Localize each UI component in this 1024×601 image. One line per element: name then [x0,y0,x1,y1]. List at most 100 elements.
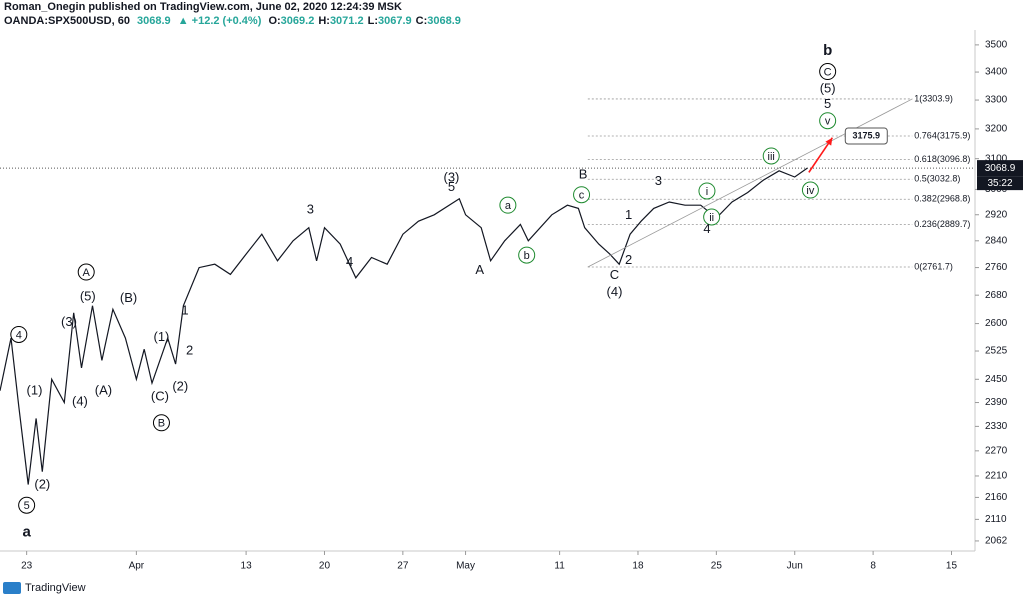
ohlc-value: 3071.2 [330,15,364,27]
wave-label: (5) [820,81,836,96]
y-tick-label: 2450 [985,374,1008,385]
y-tick-label: 2525 [985,346,1008,357]
wave-label: 1 [181,302,188,317]
wave-label: iii [768,151,775,163]
wave-label: 4 [346,254,353,269]
y-tick-label: 2840 [985,235,1008,246]
ohlc-value: 3067.9 [378,15,412,27]
wave-label: 5 [448,179,455,194]
wave-label: 3 [307,201,314,216]
wave-label: A [83,267,91,279]
wave-label: C [824,66,832,78]
y-tick-label: 3100 [985,153,1008,164]
wave-label: (3) [61,314,77,329]
wave-circle [499,196,517,214]
x-tick-label: 23 [21,561,33,572]
wave-label: ii [709,212,714,224]
symbol: OANDA:SPX500USD, 60 [4,15,130,27]
ohlc-label: L: [368,15,378,27]
wave-circle [573,186,591,204]
wave-label: (2) [172,379,188,394]
wave-label: a [505,200,512,212]
y-tick-label: 2760 [985,262,1008,273]
y-tick-label: 2920 [985,209,1008,220]
symbol-line: OANDA:SPX500USD, 60 3068.9 ▲ +12.2 (+0.4… [4,15,461,27]
ohlc-value: 3069.2 [281,15,315,27]
last-price-tag [977,160,1023,177]
x-tick-label: 11 [554,561,565,572]
wave-label: (B) [120,290,137,305]
wave-label: v [825,116,831,128]
x-tick-label: Jun [787,561,803,572]
wave-label: A [475,262,484,277]
wave-label: 5 [824,96,831,111]
last-price-text: 3068.9 [985,163,1016,174]
wave-label: (5) [80,288,96,303]
y-tick-label: 3300 [985,95,1008,106]
wave-label: (2) [34,476,50,491]
ohlc-label: O: [268,15,280,27]
y-tick-label: 2680 [985,290,1008,301]
fib-label: 1(3303.9) [914,93,953,103]
x-tick-label: May [456,561,475,572]
trendline [587,98,913,268]
author-line: Roman_Onegin published on TradingView.co… [4,1,402,13]
wave-label: (C) [151,388,169,403]
fib-label: 0.236(2889.7) [914,219,970,229]
wave-circle [77,263,95,281]
wave-label: 5 [24,500,30,512]
wave-label: B [158,418,165,430]
wave-label: B [579,166,588,181]
countdown-tag [977,176,1023,191]
wave-circle [801,181,819,199]
y-tick-label: 2160 [985,492,1008,503]
target-label: 3175.9 [853,130,881,140]
y-tick-label: 2110 [985,514,1007,525]
y-tick-label: 2270 [985,445,1008,456]
y-tick-label: 3400 [985,67,1008,78]
wave-label: (3) [444,169,460,184]
wave-label: 3 [655,173,662,188]
ohlc-label: H: [318,15,330,27]
wave-label: iv [806,185,814,197]
wave-label: (1) [27,383,43,398]
x-tick-label: Apr [129,561,145,572]
y-tick-label: 2330 [985,421,1008,432]
wave-circle [10,325,28,343]
fib-label: 0.764(3175.9) [914,130,970,140]
y-tick-label: 2390 [985,397,1008,408]
wave-label: i [706,186,708,198]
wave-circle [18,496,36,514]
wave-circle [698,182,716,200]
target-box [844,127,888,145]
y-tick-label: 2210 [985,471,1008,482]
wave-label: (4) [607,284,623,299]
fib-label: 0.382(2968.8) [914,194,970,204]
countdown-text: 35:22 [987,178,1012,189]
wave-label: (4) [72,393,88,408]
wave-label: c [579,190,585,202]
wave-label: 2 [625,252,632,267]
fib-label: 0.618(3096.8) [914,154,970,164]
wave-circle [703,208,721,226]
price-line [0,167,808,485]
ohlc-value: 3068.9 [427,15,461,27]
wave-label: 4 [703,221,710,236]
fib-label: 0(2761.7) [914,261,953,271]
x-tick-label: 8 [870,561,876,572]
x-tick-label: 13 [241,561,253,572]
wave-circle [819,63,837,81]
wave-label: 4 [16,329,22,341]
wave-label: (1) [154,329,170,344]
x-tick-label: 15 [946,561,958,572]
ohlc-label: C: [416,15,428,27]
wave-circle [819,112,837,130]
x-tick-label: 25 [711,561,723,572]
y-tick-label: 3500 [985,40,1008,51]
y-tick-label: 2600 [985,318,1008,329]
wave-circle [152,414,170,432]
fib-label: 0.5(3032.8) [914,174,960,184]
brand: TradingView [25,582,86,594]
